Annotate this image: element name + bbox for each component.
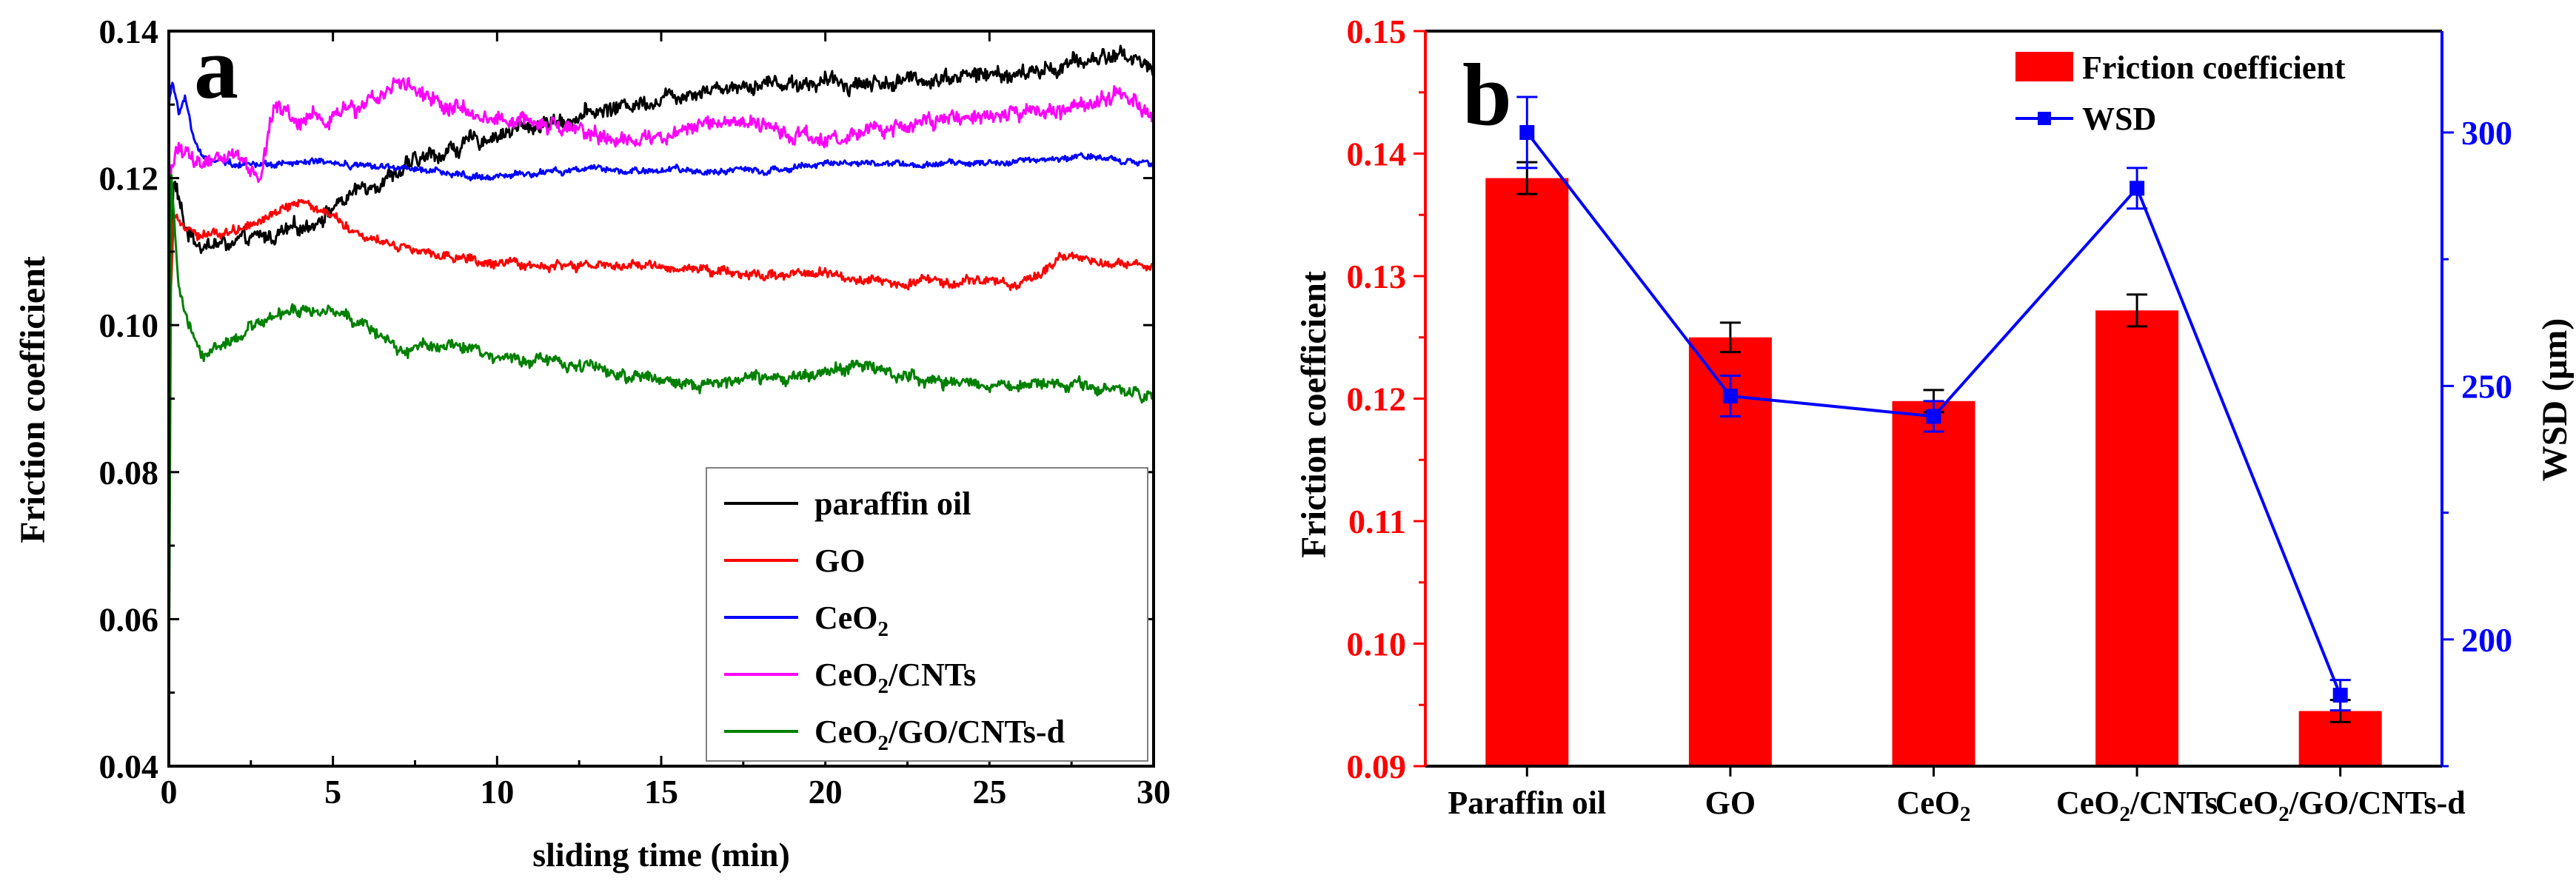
b-category-label-3-main: CeO — [2056, 785, 2120, 821]
wsd-marker-4 — [2332, 688, 2348, 703]
a-x-tick-label: 5 — [324, 773, 341, 811]
panel-b-right-ticks: 200 250 300 — [2442, 114, 2512, 768]
b-category-label-4-main: CeO — [2215, 785, 2279, 821]
panel-a-legend-box — [706, 467, 1148, 762]
a-legend-label-3-rest: /CNTs — [888, 657, 976, 693]
wsd-marker-3 — [2130, 181, 2145, 196]
a-y-tick-label: 0.14 — [99, 13, 159, 50]
b-category-label-4-subscript: 2 — [2278, 802, 2289, 826]
panel-a-label: a — [194, 19, 238, 117]
a-legend-label-3: CeO2/CNTs — [814, 657, 976, 698]
b-y2-tick-label: 200 — [2461, 621, 2512, 659]
a-series-line-2 — [167, 81, 1154, 182]
a-legend-label-4: CeO2/GO/CNTs-d — [814, 714, 1065, 755]
panel-a-legend-items: paraffin oilGOCeO2CeO2/CNTsCeO2/GO/CNTs-… — [724, 486, 1065, 755]
legend-wsd-label: WSD — [2082, 101, 2156, 137]
a-x-tick-label: 30 — [1137, 773, 1171, 811]
a-series-line-0 — [167, 44, 1155, 364]
a-x-tick-label: 15 — [644, 773, 678, 811]
a-legend-label-3-subscript: 2 — [878, 674, 889, 698]
a-y-tick-label: 0.04 — [99, 748, 159, 785]
a-x-tick-label: 20 — [809, 773, 843, 811]
b-category-label-0: Paraffin oil — [1448, 785, 1606, 821]
panel-a-x-axis-title: sliding time (min) — [532, 836, 790, 873]
bar-0 — [1485, 178, 1569, 767]
a-legend-label-1-main: GO — [814, 543, 865, 579]
panel-b-label: b — [1462, 45, 1512, 144]
panel-a-series-group — [167, 44, 1155, 735]
a-y-tick-label: 0.10 — [99, 306, 159, 344]
b-category-label-1: GO — [1705, 785, 1756, 821]
b-category-label-4: CeO2/GO/CNTs-d — [2215, 785, 2466, 826]
b-y-tick-label: 0.10 — [1347, 626, 1407, 663]
b-y-tick-label: 0.13 — [1347, 258, 1407, 295]
a-legend-label-2-main: CeO — [814, 600, 878, 636]
wsd-marker-1 — [1722, 389, 1738, 404]
a-series-line-1 — [167, 198, 1154, 341]
b-category-label-0-main: Paraffin oil — [1448, 785, 1606, 821]
panel-b-y-axis-title: Friction coefficient — [1294, 271, 1334, 558]
panel-a-x-ticks: 0 5 10 15 20 25 30 — [161, 31, 1171, 811]
panel-a-legend: paraffin oilGOCeO2CeO2/CNTsCeO2/GO/CNTs-… — [706, 467, 1148, 762]
panel-b-bar-chart: 0.09 0.10 0.11 0.12 0.13 0.14 0.15 200 250 300 P… — [1294, 13, 2575, 826]
b-y2-tick-label: 250 — [2461, 367, 2512, 405]
a-legend-label-2: CeO2 — [814, 600, 889, 641]
b-category-label-2-subscript: 2 — [1960, 802, 1971, 826]
a-series-line-3 — [167, 77, 1155, 735]
b-category-label-2: CeO2 — [1896, 785, 1970, 826]
a-y-tick-label: 0.06 — [99, 600, 159, 638]
legend-wsd-marker — [2038, 112, 2051, 125]
b-category-label-3-rest: /CNTs — [2130, 785, 2218, 821]
b-category-label-2-main: CeO — [1896, 785, 1960, 821]
legend-friction-label: Friction coefficient — [2082, 50, 2346, 86]
a-y-tick-label: 0.12 — [99, 160, 159, 198]
b-category-label-3: CeO2/CNTs — [2056, 785, 2218, 826]
b-category-label-1-main: GO — [1705, 785, 1756, 821]
panel-b-wsd-series — [1516, 95, 2351, 712]
legend-bar-swatch — [2015, 52, 2073, 81]
panel-b-y2-axis-title: WSD (μm) — [2535, 318, 2575, 482]
panel-a-y-axis-title: Friction coefficient — [13, 256, 53, 543]
bar-3 — [2095, 310, 2179, 767]
a-legend-label-1: GO — [814, 543, 865, 579]
panel-a-y-ticks: 0.04 0.06 0.08 0.10 0.12 0.14 — [99, 13, 1154, 785]
wsd-marker-0 — [1519, 124, 1535, 140]
b-y-tick-label: 0.09 — [1347, 748, 1407, 785]
a-legend-label-4-rest: /GO/CNTs-d — [888, 714, 1065, 750]
b-y-tick-label: 0.12 — [1347, 380, 1407, 418]
b-y-tick-label: 0.15 — [1347, 13, 1407, 50]
b-category-label-4-rest: /GO/CNTs-d — [2289, 785, 2466, 821]
b-y-tick-label: 0.11 — [1348, 503, 1406, 540]
a-series-line-4 — [167, 174, 1155, 724]
wsd-marker-2 — [1926, 409, 1941, 424]
panel-a-line-chart: 0 5 10 15 20 25 30 0.040.060.080.100.120.14 a … — [13, 13, 1171, 873]
a-x-tick-label: 25 — [972, 773, 1006, 811]
a-x-tick-label: 10 — [480, 773, 514, 811]
a-legend-label-4-main: CeO — [814, 714, 878, 750]
b-y2-tick-label: 300 — [2461, 114, 2512, 152]
bar-2 — [1892, 400, 1976, 766]
a-legend-label-2-subscript: 2 — [878, 617, 889, 641]
a-legend-label-0: paraffin oil — [814, 486, 971, 522]
panel-b-left-ticks: 0.09 0.10 0.11 0.12 0.13 0.14 0.15 — [1347, 13, 1425, 785]
a-legend-label-4-subscript: 2 — [878, 731, 889, 755]
b-y-tick-label: 0.14 — [1347, 135, 1407, 173]
b-category-label-3-subscript: 2 — [2120, 802, 2131, 826]
panel-b-category-labels: Paraffin oil GO CeO2 CeO2/CNTsCeO2/GO/CNTs-… — [1448, 766, 2466, 826]
panel-b-legend: Friction coefficient WSD — [2015, 50, 2346, 137]
panel-b-bars — [1485, 178, 2382, 767]
a-x-tick-label: 0 — [161, 773, 178, 811]
a-legend-label-3-main: CeO — [814, 657, 878, 693]
a-y-tick-label: 0.08 — [99, 454, 159, 492]
a-legend-label-0-main: paraffin oil — [814, 486, 971, 522]
